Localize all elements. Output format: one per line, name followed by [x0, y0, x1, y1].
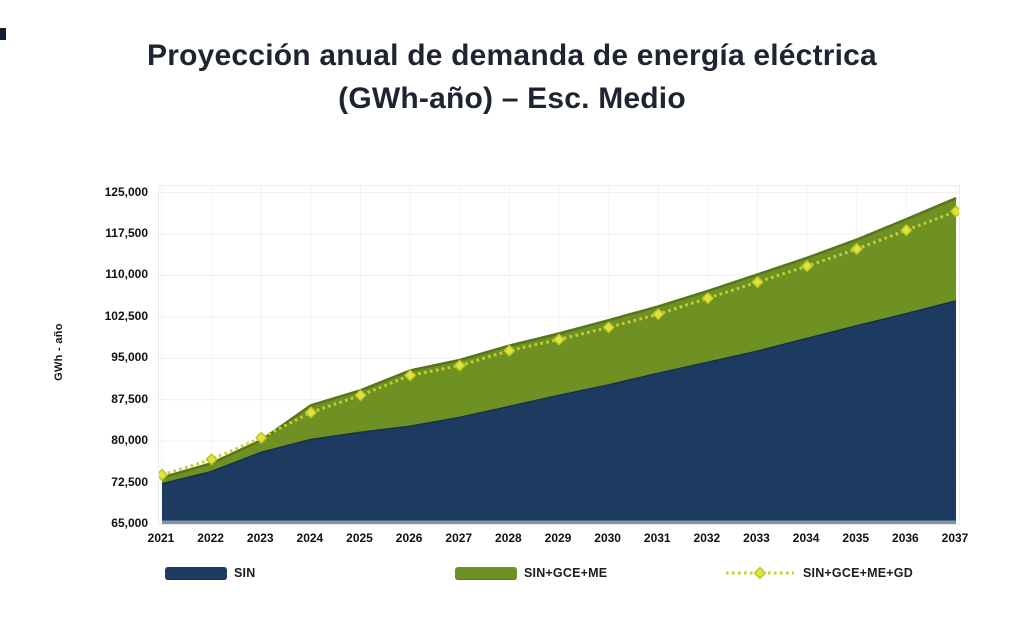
- diamond-marker: [801, 260, 814, 273]
- x-tick-label: 2036: [892, 531, 919, 545]
- y-axis-title: GWh - año: [53, 323, 65, 381]
- area-sin-edge: [161, 300, 957, 485]
- x-tick-label: 2028: [495, 531, 522, 545]
- diamond-marker: [404, 369, 417, 382]
- x-tick-label: 2021: [147, 531, 175, 545]
- x-tick-label: 2032: [693, 531, 721, 545]
- y-tick-label: 87,500: [111, 391, 148, 406]
- y-tick-label: 95,000: [111, 350, 148, 365]
- diamond-marker: [900, 224, 913, 237]
- diamond-marker: [159, 468, 168, 481]
- legend-dotted-line-sample: [724, 565, 796, 581]
- legend-label-sin-gce-me: SIN+GCE+ME: [524, 566, 608, 580]
- y-tick-label: 65,000: [111, 516, 148, 530]
- x-tick-label: 2037: [941, 531, 969, 545]
- x-tick-label: 2030: [594, 531, 621, 545]
- y-tick-label: 125,000: [104, 184, 148, 199]
- x-tick-label: 2029: [544, 531, 572, 545]
- diamond-marker: [751, 276, 764, 289]
- plot-svg: [158, 185, 960, 525]
- diamond-marker: [950, 205, 959, 218]
- legend-label-sin: SIN: [234, 566, 256, 580]
- chart-title-line1: Proyección anual de demanda de energía e…: [147, 39, 877, 72]
- x-tick-label: 2024: [296, 531, 324, 545]
- y-tick-label: 80,000: [111, 433, 148, 448]
- x-tick-label: 2033: [743, 531, 770, 545]
- legend-label-sin-gce-me-gd: SIN+GCE+ME+GD: [803, 566, 913, 580]
- x-tick-label: 2026: [395, 531, 423, 545]
- x-tick-label: 2023: [246, 531, 274, 545]
- diamond-marker: [503, 344, 516, 357]
- diamond-marker: [354, 389, 367, 402]
- legend-swatch-sin: [165, 566, 227, 580]
- legend-item-sin-gce-me: SIN+GCE+ME: [455, 564, 607, 582]
- chart-title-line2: (GWh-año) – Esc. Medio: [338, 82, 686, 115]
- x-tick-label: 2027: [445, 531, 473, 545]
- baseline-shadow: [162, 520, 956, 524]
- y-tick-label: 110,000: [105, 267, 148, 282]
- diamond-marker: [453, 359, 466, 372]
- edge-artifact: [0, 28, 6, 40]
- legend-item-sin-gce-me-gd: SIN+GCE+ME+GD: [724, 564, 913, 582]
- x-tick-label: 2022: [197, 531, 224, 545]
- area-sin: [162, 300, 956, 524]
- diamond-marker: [553, 333, 565, 346]
- chart-title: Proyección anual de demanda de energía e…: [0, 34, 1024, 120]
- x-tick-label: 2031: [643, 531, 671, 545]
- diamond-marker: [602, 321, 615, 334]
- legend-swatch-sin-gce-me: [455, 566, 517, 580]
- y-tick-label: 102,500: [104, 308, 148, 323]
- diamond-marker: [652, 308, 665, 321]
- diamond-markers: [159, 205, 959, 481]
- x-tick-label: 2025: [346, 531, 373, 545]
- diamond-marker: [255, 431, 268, 444]
- dotted-sample-diamond: [753, 566, 767, 580]
- diamond-marker: [850, 242, 863, 255]
- legend-item-sin: SIN: [165, 564, 255, 582]
- dotted-line-sample-svg: [726, 566, 794, 580]
- y-tick-label: 117,500: [105, 226, 148, 241]
- y-tick-label: 72,500: [111, 474, 148, 489]
- area-sin-gce-me-edge: [161, 197, 957, 479]
- diamond-marker: [304, 406, 317, 419]
- x-tick-label: 2035: [842, 531, 870, 545]
- diamond-marker: [205, 453, 218, 466]
- diamond-marker: [701, 292, 714, 305]
- x-tick-label: 2034: [792, 531, 820, 545]
